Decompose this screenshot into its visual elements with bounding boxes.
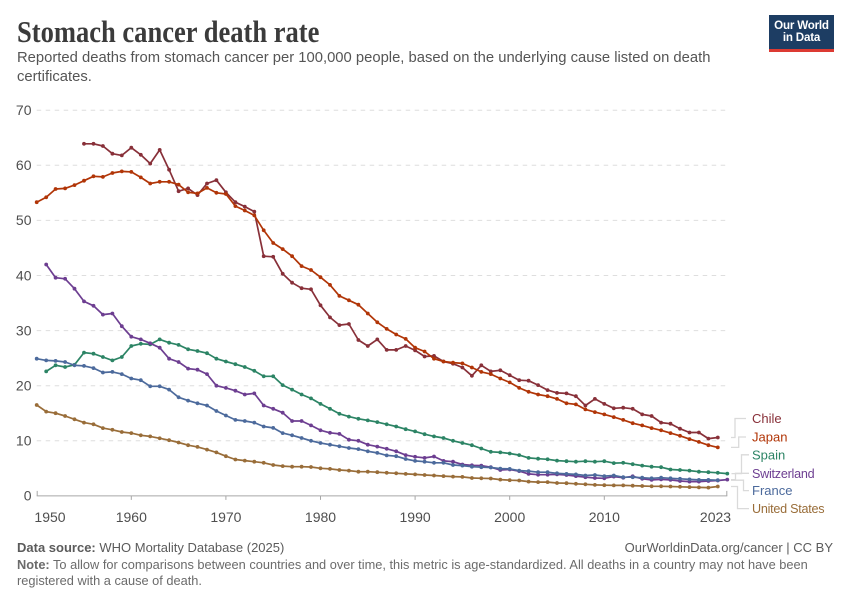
svg-text:20: 20 [16, 378, 32, 394]
svg-text:10: 10 [16, 433, 32, 449]
svg-text:1970: 1970 [210, 509, 241, 525]
svg-text:1960: 1960 [116, 509, 147, 525]
svg-text:30: 30 [16, 322, 32, 338]
svg-text:1990: 1990 [400, 509, 431, 525]
svg-text:United States: United States [752, 502, 824, 516]
svg-text:60: 60 [16, 157, 32, 173]
svg-text:1980: 1980 [305, 509, 336, 525]
svg-text:50: 50 [16, 212, 32, 228]
svg-text:70: 70 [16, 102, 32, 118]
svg-text:Spain: Spain [752, 447, 785, 462]
svg-text:2023: 2023 [700, 509, 731, 525]
svg-text:40: 40 [16, 267, 32, 283]
svg-text:Switzerland: Switzerland [752, 467, 815, 481]
svg-text:Japan: Japan [752, 430, 787, 445]
svg-text:0: 0 [24, 488, 32, 504]
svg-text:1950: 1950 [34, 509, 65, 525]
svg-text:2010: 2010 [589, 509, 620, 525]
svg-text:Chile: Chile [752, 411, 782, 426]
svg-text:2000: 2000 [494, 509, 525, 525]
svg-text:France: France [752, 483, 792, 498]
